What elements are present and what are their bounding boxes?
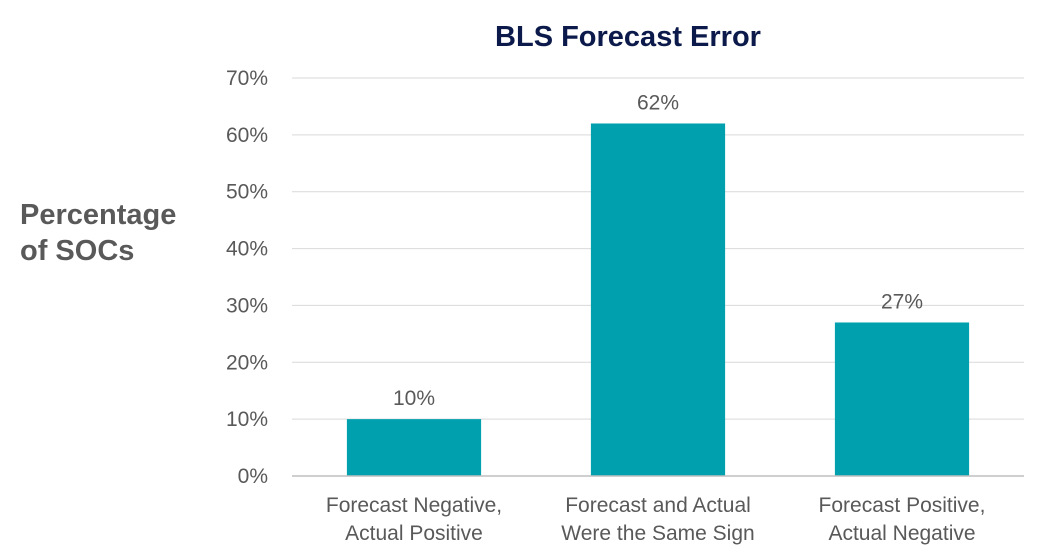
bar	[834, 322, 970, 476]
y-tick-label: 20%	[226, 351, 268, 374]
data-label: 10%	[393, 387, 435, 410]
x-axis-categories: Forecast Negative, Actual PositiveForecas…	[326, 494, 986, 545]
x-category-label: Forecast Negative, Actual Positive	[326, 494, 502, 545]
y-tick-label: 0%	[238, 465, 268, 488]
bar	[590, 123, 726, 476]
y-axis-ticks: 0% 10% 20% 30% 40% 50% 60% 70%	[226, 67, 268, 488]
x-category-label-line: Actual Negative	[828, 522, 975, 545]
x-category-label: Forecast and Actual Were the Same Sign	[561, 494, 754, 545]
x-category-label-line: Forecast Negative,	[326, 494, 502, 517]
y-axis-title: Percentage of SOCs	[20, 199, 184, 267]
chart-title: BLS Forecast Error	[495, 21, 761, 53]
y-tick-label: 40%	[226, 238, 268, 261]
bar	[346, 419, 482, 476]
y-tick-label: 30%	[226, 294, 268, 317]
x-category-label: Forecast Positive, Actual Negative	[819, 494, 986, 545]
y-tick-label: 70%	[226, 67, 268, 90]
y-tick-label: 50%	[226, 181, 268, 204]
data-label: 27%	[881, 290, 923, 313]
x-category-label-line: Actual Positive	[345, 522, 483, 545]
bars	[346, 123, 970, 476]
y-tick-label: 60%	[226, 124, 268, 147]
y-tick-label: 10%	[226, 408, 268, 431]
x-category-label-line: Were the Same Sign	[561, 522, 754, 545]
data-label: 62%	[637, 91, 679, 114]
y-axis-title-line-2: of SOCs	[20, 235, 134, 267]
x-category-label-line: Forecast Positive,	[819, 494, 986, 517]
y-axis-title-line-1: Percentage	[20, 199, 176, 231]
data-labels: 10% 62% 27%	[393, 91, 923, 410]
x-category-label-line: Forecast and Actual	[565, 494, 751, 517]
